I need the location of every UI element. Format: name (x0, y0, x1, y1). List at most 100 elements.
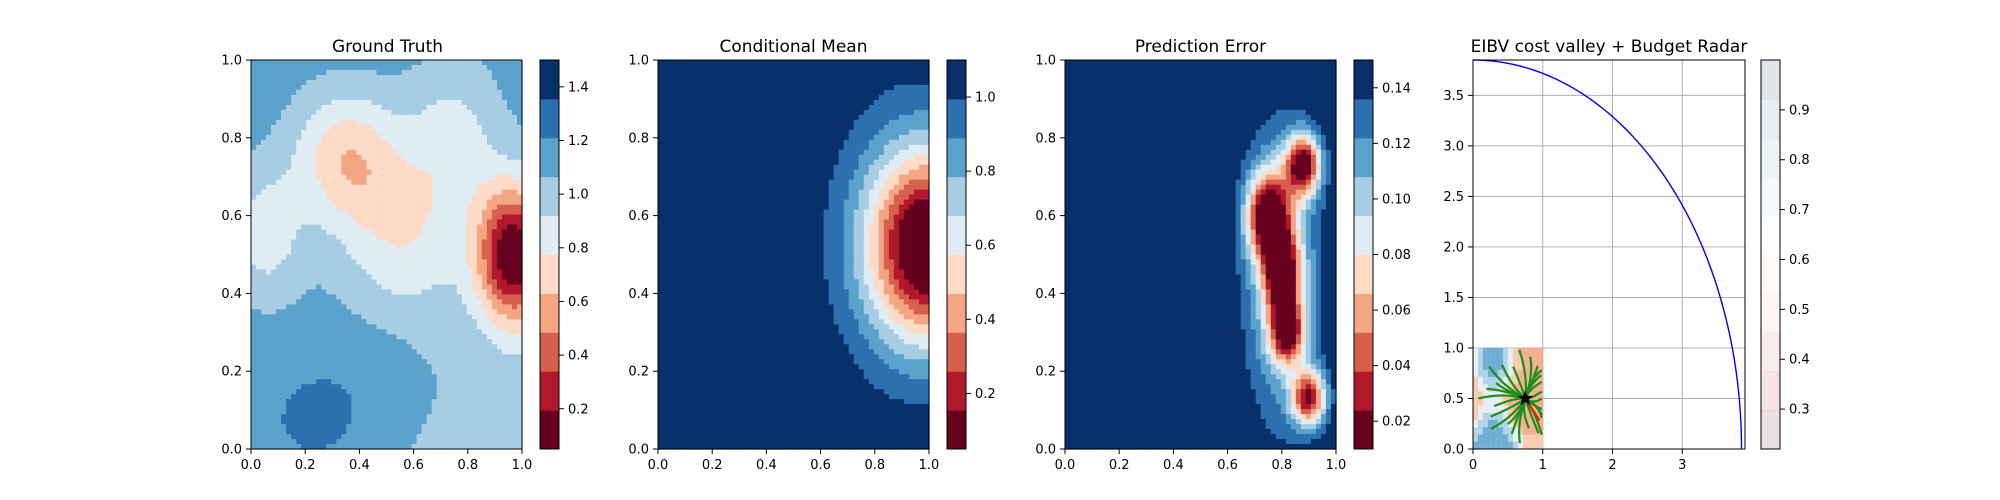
heatmap-cell (266, 164, 272, 171)
heatmap-cell (683, 179, 689, 186)
heatmap-cell (441, 429, 448, 435)
heatmap-cell (286, 104, 292, 111)
heatmap-cell (678, 64, 684, 71)
heatmap-cell (381, 244, 388, 251)
heatmap-cell (311, 414, 317, 420)
heatmap-cell (481, 119, 488, 126)
heatmap-cell (663, 179, 669, 186)
heatmap-cell (316, 169, 322, 176)
heatmap-cell (658, 164, 664, 171)
heatmap-cell (426, 289, 433, 295)
heatmap-cell (391, 104, 398, 111)
heatmap-cell (431, 194, 438, 201)
heatmap-cell (366, 234, 373, 241)
heatmap-cell (326, 184, 332, 191)
heatmap-cell (698, 229, 704, 236)
heatmap-cell (386, 159, 393, 166)
heatmap-cell (658, 324, 664, 330)
heatmap-cell (481, 299, 488, 305)
heatmap-cell (396, 414, 403, 420)
heatmap-cell (326, 154, 332, 161)
heatmap-cell (301, 179, 307, 186)
heatmap-cell (341, 194, 347, 201)
heatmap-cell (296, 389, 302, 395)
heatmap-cell (436, 99, 443, 106)
heatmap-cell (668, 299, 674, 305)
heatmap-cell (411, 134, 418, 141)
heatmap-cell (481, 234, 488, 241)
heatmap-cell (406, 334, 413, 340)
heatmap-cell (321, 209, 327, 216)
heatmap-cell (506, 104, 513, 111)
heatmap-cell (301, 114, 307, 121)
heatmap-cell (663, 134, 669, 141)
heatmap-cell (491, 339, 498, 345)
heatmap-cell (456, 204, 463, 211)
heatmap-cell (366, 429, 373, 435)
heatmap-cell (331, 239, 337, 246)
heatmap-cell (436, 199, 443, 206)
heatmap-cell (261, 74, 267, 81)
heatmap-cell (351, 139, 357, 146)
heatmap-cell (376, 294, 383, 300)
heatmap-cell (401, 329, 408, 335)
heatmap-cell (511, 69, 518, 76)
heatmap-cell (501, 299, 508, 305)
heatmap-cell (426, 184, 433, 191)
heatmap-cell (451, 194, 458, 201)
heatmap-cell (511, 79, 518, 86)
heatmap-cell (451, 174, 458, 181)
heatmap-cell (346, 424, 352, 430)
heatmap-cell (693, 444, 699, 450)
heatmap-cell (311, 174, 317, 181)
heatmap-cell (446, 384, 453, 390)
heatmap-cell (391, 284, 398, 291)
heatmap-cell (331, 99, 337, 106)
heatmap-cell (331, 314, 337, 320)
heatmap-cell (281, 364, 287, 370)
heatmap-cell (291, 89, 297, 96)
heatmap-cell (396, 444, 403, 450)
heatmap-cell (391, 154, 398, 161)
heatmap-cell (431, 60, 438, 66)
heatmap-cell (456, 89, 463, 96)
heatmap-cell (256, 214, 262, 221)
heatmap-cell (336, 64, 342, 71)
heatmap-cell (386, 384, 393, 390)
heatmap-cell (506, 394, 513, 400)
heatmap-cell (516, 174, 523, 181)
heatmap-cell (506, 119, 513, 126)
heatmap-cell (371, 264, 378, 271)
heatmap-cell (251, 189, 257, 196)
heatmap-cell (356, 374, 363, 380)
heatmap-cell (698, 384, 704, 390)
heatmap-cell (386, 409, 393, 415)
heatmap-cell (341, 129, 347, 136)
heatmap-cell (678, 144, 684, 151)
heatmap-cell (351, 399, 357, 405)
heatmap-cell (286, 414, 292, 420)
heatmap-cell (476, 114, 483, 121)
heatmap-cell (411, 214, 418, 221)
heatmap-cell (668, 129, 674, 136)
heatmap-cell (688, 404, 694, 410)
heatmap-cell (511, 264, 518, 271)
heatmap-cell (391, 84, 398, 91)
heatmap-cell (486, 414, 493, 420)
heatmap-cell (261, 114, 267, 121)
heatmap-cell (331, 89, 337, 96)
heatmap-cell (311, 309, 317, 315)
heatmap-cell (321, 429, 327, 435)
heatmap-cell (446, 144, 453, 151)
heatmap-cell (256, 164, 262, 171)
heatmap-cell (351, 214, 357, 221)
heatmap-cell (683, 174, 689, 181)
heatmap-cell (291, 424, 297, 430)
heatmap-cell (301, 314, 307, 320)
heatmap-cell (251, 404, 257, 410)
heatmap-cell (431, 254, 438, 261)
heatmap-cell (476, 84, 483, 91)
heatmap-cell (496, 69, 503, 76)
heatmap-cell (266, 264, 272, 271)
heatmap-cell (336, 119, 342, 126)
